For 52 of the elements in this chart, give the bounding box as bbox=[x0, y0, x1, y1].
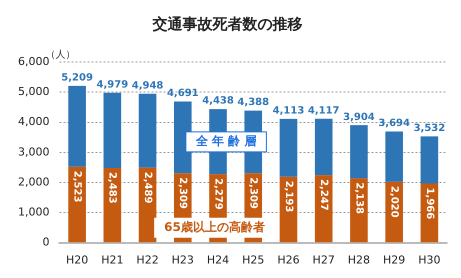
data-label: 2,309 bbox=[177, 177, 188, 209]
data-label: 2,138 bbox=[353, 182, 364, 214]
total-label: 4,117 bbox=[308, 105, 340, 116]
total-label: 5,209 bbox=[61, 72, 93, 84]
data-label: 2,247 bbox=[318, 179, 330, 211]
data-label: 2,020 bbox=[388, 186, 400, 218]
x-tick-label: H28 bbox=[348, 253, 370, 266]
x-tick-label: H20 bbox=[66, 253, 88, 266]
total-label: 4,113 bbox=[272, 105, 304, 116]
x-tick-label: H24 bbox=[206, 253, 230, 266]
bar bbox=[350, 125, 368, 178]
y-tick-label: 0 bbox=[42, 236, 50, 249]
y-tick-label: 2,000 bbox=[18, 175, 50, 188]
y-tick-label: 4,000 bbox=[18, 115, 50, 128]
bar bbox=[280, 176, 298, 242]
total-label: 3,694 bbox=[378, 118, 410, 130]
bar bbox=[385, 131, 403, 182]
data-label: 2,193 bbox=[282, 180, 294, 212]
y-tick-label: 1,000 bbox=[18, 206, 50, 219]
bar bbox=[68, 86, 86, 167]
bar bbox=[420, 136, 438, 184]
x-tick-label: H21 bbox=[101, 253, 124, 266]
data-label: 2,309 bbox=[248, 177, 259, 209]
data-label: 2,483 bbox=[106, 172, 118, 204]
bar bbox=[104, 92, 122, 168]
x-tick-label: H26 bbox=[277, 253, 300, 266]
y-tick-label: 6,000 bbox=[18, 54, 50, 68]
total-label: 3,904 bbox=[343, 112, 375, 123]
total-label: 4,691 bbox=[166, 88, 199, 100]
total-label: 4,388 bbox=[237, 97, 270, 108]
y-tick-label: 3,000 bbox=[18, 145, 50, 158]
x-tick-label: H25 bbox=[242, 253, 264, 266]
total-label: 4,438 bbox=[202, 96, 234, 107]
data-label: 2,523 bbox=[72, 170, 83, 202]
bar bbox=[314, 118, 333, 176]
x-tick-label: H30 bbox=[418, 253, 441, 266]
series-label: 全 年 齢 層 bbox=[194, 134, 256, 148]
bar bbox=[280, 118, 298, 177]
data-label: 2,489 bbox=[142, 172, 153, 204]
series-label: 65歳以上の高齢者 bbox=[164, 220, 265, 234]
y-tick-label: 5,000 bbox=[18, 84, 50, 98]
x-tick-label: H27 bbox=[312, 253, 335, 266]
data-label: 1,966 bbox=[424, 188, 435, 220]
x-tick-label: H22 bbox=[136, 253, 159, 266]
bar bbox=[138, 94, 156, 168]
x-tick-label: H23 bbox=[172, 253, 194, 266]
chart-title: 交通事故死者数の推移 bbox=[152, 14, 302, 33]
data-label: 2,279 bbox=[212, 178, 224, 210]
total-label: 4,948 bbox=[132, 80, 164, 92]
total-label: 3,532 bbox=[414, 122, 446, 134]
total-label: 4,979 bbox=[96, 79, 128, 90]
x-tick-label: H29 bbox=[383, 253, 406, 266]
